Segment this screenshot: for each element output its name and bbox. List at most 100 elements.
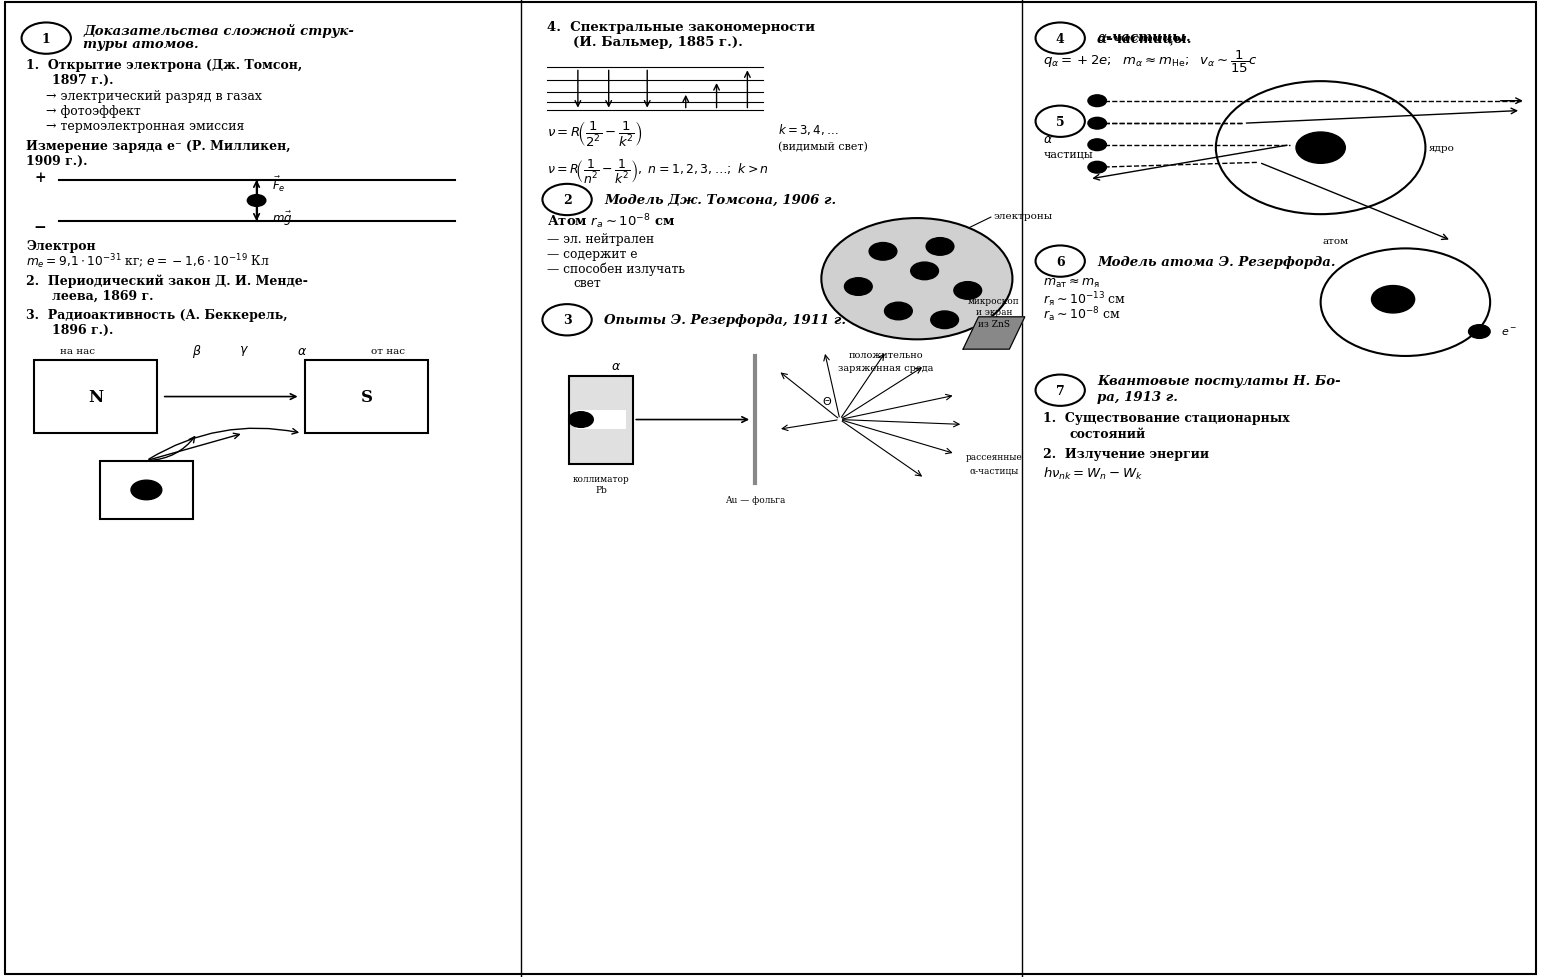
Text: 4: 4 bbox=[1056, 32, 1065, 46]
Circle shape bbox=[1088, 162, 1106, 174]
Text: положительно: положительно bbox=[849, 351, 923, 361]
Circle shape bbox=[954, 282, 982, 300]
Circle shape bbox=[569, 412, 593, 428]
FancyBboxPatch shape bbox=[100, 461, 193, 520]
Circle shape bbox=[1088, 96, 1106, 107]
Text: 5: 5 bbox=[1056, 115, 1065, 129]
Text: Атом $r_a \sim 10^{-8}$ см: Атом $r_a \sim 10^{-8}$ см bbox=[547, 212, 675, 232]
Text: $r_{\text{я}} \sim 10^{-13}$ см: $r_{\text{я}} \sim 10^{-13}$ см bbox=[1043, 289, 1126, 309]
Text: Опыты Э. Резерфорда, 1911 г.: Опыты Э. Резерфорда, 1911 г. bbox=[604, 314, 846, 327]
Circle shape bbox=[885, 303, 912, 320]
Text: +: + bbox=[34, 171, 46, 185]
Text: 2: 2 bbox=[562, 193, 572, 207]
FancyBboxPatch shape bbox=[34, 361, 157, 434]
Text: ра, 1913 г.: ра, 1913 г. bbox=[1097, 390, 1177, 404]
Text: Доказательства сложной струк-: Доказательства сложной струк- bbox=[83, 24, 354, 38]
Text: ядро: ядро bbox=[1429, 144, 1455, 153]
Text: состояний: состояний bbox=[1069, 427, 1145, 441]
Circle shape bbox=[926, 238, 954, 256]
Text: $\alpha$: $\alpha$ bbox=[1043, 133, 1054, 147]
Circle shape bbox=[131, 481, 162, 500]
Text: 1.  Существование стационарных: 1. Существование стационарных bbox=[1043, 411, 1290, 425]
Text: 1.  Открытие электрона (Дж. Томсон,: 1. Открытие электрона (Дж. Томсон, bbox=[26, 59, 302, 72]
Text: свет: свет bbox=[573, 276, 601, 290]
Text: заряженная среда: заряженная среда bbox=[838, 363, 934, 373]
Text: частицы: частицы bbox=[1043, 149, 1093, 159]
Text: Модель Дж. Томсона, 1906 г.: Модель Дж. Томсона, 1906 г. bbox=[604, 193, 837, 207]
Text: 7: 7 bbox=[1056, 384, 1065, 398]
Circle shape bbox=[821, 219, 1012, 340]
Circle shape bbox=[844, 278, 872, 296]
Text: Модель атома Э. Резерфорда.: Модель атома Э. Резерфорда. bbox=[1097, 255, 1336, 269]
Text: $e^-$: $e^-$ bbox=[1501, 326, 1518, 338]
Text: +: + bbox=[1390, 294, 1399, 306]
Text: $\beta$: $\beta$ bbox=[193, 342, 202, 360]
Circle shape bbox=[247, 195, 265, 207]
Circle shape bbox=[931, 312, 959, 329]
Text: 1896 г.).: 1896 г.). bbox=[52, 323, 114, 337]
Text: $m\vec{g}$: $m\vec{g}$ bbox=[271, 210, 293, 228]
Text: туры атомов.: туры атомов. bbox=[83, 38, 199, 52]
Text: $k = 3, 4, \ldots$: $k = 3, 4, \ldots$ bbox=[778, 121, 838, 137]
Text: $\alpha$: $\alpha$ bbox=[612, 360, 621, 373]
Polygon shape bbox=[963, 318, 1025, 350]
Text: из ZnS: из ZnS bbox=[979, 319, 1009, 329]
FancyBboxPatch shape bbox=[569, 376, 633, 464]
Text: (И. Бальмер, 1885 г.).: (И. Бальмер, 1885 г.). bbox=[573, 35, 743, 49]
Text: — эл. нейтрален: — эл. нейтрален bbox=[547, 233, 655, 246]
Text: S: S bbox=[361, 389, 373, 405]
Circle shape bbox=[911, 263, 938, 280]
Text: 3.  Радиоактивность (А. Беккерель,: 3. Радиоактивность (А. Беккерель, bbox=[26, 309, 288, 322]
Text: 4.  Спектральные закономерности: 4. Спектральные закономерности bbox=[547, 21, 815, 34]
Text: 2.  Излучение энергии: 2. Излучение энергии bbox=[1043, 447, 1210, 461]
Text: α-частицы: α-частицы bbox=[969, 466, 1019, 476]
Text: 6: 6 bbox=[1056, 255, 1065, 269]
Text: 3: 3 bbox=[562, 314, 572, 327]
Text: электроны: электроны bbox=[994, 211, 1053, 221]
Text: $\alpha$-частицы.: $\alpha$-частицы. bbox=[1097, 32, 1191, 46]
Text: микроскоп: микроскоп bbox=[968, 296, 1020, 306]
Text: — содержит e: — содержит e bbox=[547, 247, 638, 261]
Text: 1: 1 bbox=[42, 32, 51, 46]
Text: N: N bbox=[88, 389, 103, 405]
Text: Измерение заряда е⁻ (Р. Милликен,: Измерение заряда е⁻ (Р. Милликен, bbox=[26, 140, 291, 153]
Text: → термоэлектронная эмиссия: → термоэлектронная эмиссия bbox=[46, 119, 245, 133]
Text: рассеянные: рассеянные bbox=[966, 452, 1022, 462]
Text: $\Theta$: $\Theta$ bbox=[823, 395, 832, 406]
Text: — способен излучать: — способен излучать bbox=[547, 262, 686, 276]
Circle shape bbox=[1296, 133, 1345, 164]
Text: Электрон: Электрон bbox=[26, 239, 96, 253]
Text: $\alpha$: $\alpha$ bbox=[297, 344, 307, 358]
Text: Квантовые постулаты Н. Бо-: Квантовые постулаты Н. Бо- bbox=[1097, 374, 1341, 388]
Text: коллиматор: коллиматор bbox=[573, 474, 629, 484]
Text: → фотоэффект: → фотоэффект bbox=[46, 105, 140, 118]
Circle shape bbox=[869, 243, 897, 261]
Circle shape bbox=[1371, 286, 1415, 314]
Circle shape bbox=[1088, 118, 1106, 130]
Text: и экран: и экран bbox=[975, 308, 1012, 318]
Text: леева, 1869 г.: леева, 1869 г. bbox=[52, 289, 154, 303]
Text: 1909 г.).: 1909 г.). bbox=[26, 154, 88, 168]
Text: $q_\alpha = +2e;\ \ m_\alpha \approx m_{\text{He}};\ \ v_\alpha \sim \dfrac{1}{1: $q_\alpha = +2e;\ \ m_\alpha \approx m_{… bbox=[1043, 49, 1259, 74]
Text: $\gamma$: $\gamma$ bbox=[239, 344, 248, 358]
Text: Pb: Pb bbox=[595, 486, 607, 495]
Text: $\vec{F}_e$: $\vec{F}_e$ bbox=[271, 175, 285, 194]
Text: 2.  Периодический закон Д. И. Менде-: 2. Периодический закон Д. И. Менде- bbox=[26, 275, 308, 288]
Text: $m_{\text{ат}} \approx m_{\text{я}}$: $m_{\text{ат}} \approx m_{\text{я}}$ bbox=[1043, 276, 1100, 290]
Text: (видимый свет): (видимый свет) bbox=[778, 142, 868, 151]
Text: от нас: от нас bbox=[371, 346, 405, 356]
Text: $h\nu_{nk} = W_n - W_k$: $h\nu_{nk} = W_n - W_k$ bbox=[1043, 466, 1143, 482]
FancyBboxPatch shape bbox=[576, 410, 626, 430]
Circle shape bbox=[1088, 140, 1106, 151]
Text: $\nu = R\!\left(\dfrac{1}{n^2} - \dfrac{1}{k^2}\right),\ n = 1, 2, 3, \ldots;\ k: $\nu = R\!\left(\dfrac{1}{n^2} - \dfrac{… bbox=[547, 158, 769, 186]
Text: $m_e = 9{,}1 \cdot 10^{-31}$ кг; $e = -1{,}6 \cdot 10^{-19}$ Кл: $m_e = 9{,}1 \cdot 10^{-31}$ кг; $e = -1… bbox=[26, 252, 270, 272]
Text: 1897 г.).: 1897 г.). bbox=[52, 73, 114, 87]
Text: на нас: на нас bbox=[60, 346, 94, 356]
Text: атом: атом bbox=[1322, 236, 1350, 246]
Text: → электрический разряд в газах: → электрический разряд в газах bbox=[46, 90, 262, 104]
Text: $r_{\text{а}} \sim 10^{-8}$ см: $r_{\text{а}} \sim 10^{-8}$ см bbox=[1043, 305, 1120, 324]
FancyBboxPatch shape bbox=[305, 361, 428, 434]
Text: α–частицы.: α–частицы. bbox=[1097, 32, 1193, 46]
Text: Au — фольга: Au — фольга bbox=[724, 495, 786, 505]
Text: $\nu = R\!\left(\dfrac{1}{2^2} - \dfrac{1}{k^2}\right)$: $\nu = R\!\left(\dfrac{1}{2^2} - \dfrac{… bbox=[547, 119, 643, 149]
